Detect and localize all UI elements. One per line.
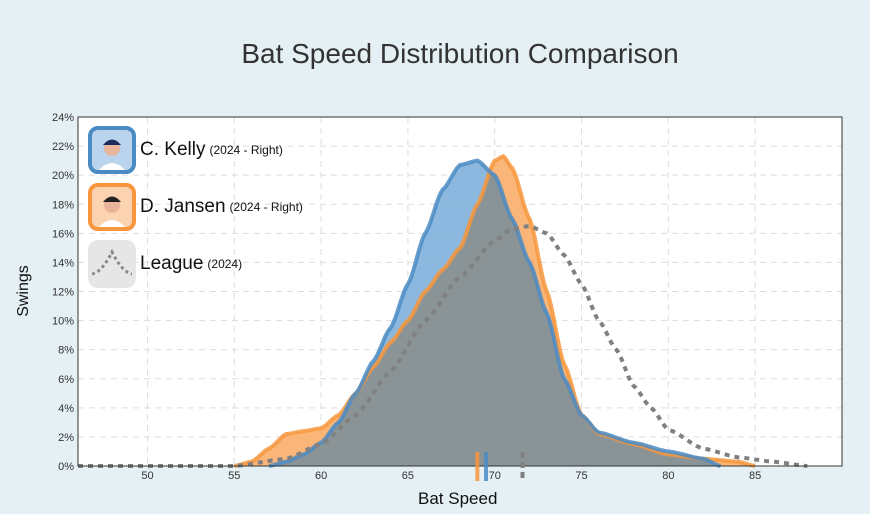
y-tick-label: 0% xyxy=(58,461,74,473)
legend-sub: (2024 - Right) xyxy=(209,143,283,157)
x-tick-label: 85 xyxy=(749,470,761,482)
legend-item-kelly[interactable]: C. Kelly (2024 - Right) xyxy=(88,126,283,174)
legend-label: D. Jansen xyxy=(140,196,226,217)
jansen-line xyxy=(233,153,756,468)
legend-item-jansen[interactable]: D. Jansen (2024 - Right) xyxy=(88,183,303,231)
player-avatar-icon xyxy=(88,183,136,231)
y-tick-label: 22% xyxy=(52,141,74,153)
player-avatar-icon xyxy=(88,126,136,174)
chart-title: Bat Speed Distribution Comparison xyxy=(241,38,679,69)
overlap-area xyxy=(78,171,842,466)
x-tick-label: 65 xyxy=(402,470,414,482)
legend-label: C. Kelly xyxy=(140,139,206,160)
y-tick-label: 10% xyxy=(52,316,74,328)
league-curve-icon xyxy=(88,240,136,288)
y-tick-label: 4% xyxy=(58,403,74,415)
legend-item-league[interactable]: League (2024) xyxy=(88,240,242,288)
kelly-line xyxy=(268,158,722,468)
legend-sub: (2024 - Right) xyxy=(229,200,303,214)
y-tick-label: 2% xyxy=(58,432,74,444)
x-tick-label: 55 xyxy=(228,470,240,482)
y-tick-label: 14% xyxy=(52,257,74,269)
legend-label: League xyxy=(140,253,204,274)
x-tick-label: 80 xyxy=(662,470,674,482)
y-tick-label: 24% xyxy=(52,112,74,124)
y-axis-label: Swings xyxy=(14,265,32,317)
y-tick-label: 20% xyxy=(52,170,74,182)
y-tick-label: 6% xyxy=(58,374,74,386)
y-tick-label: 12% xyxy=(52,287,74,299)
x-tick-label: 70 xyxy=(489,470,501,482)
y-tick-label: 18% xyxy=(52,199,74,211)
plot-border xyxy=(77,116,843,467)
x-tick-label: 75 xyxy=(575,470,587,482)
legend-sub: (2024) xyxy=(207,257,243,271)
y-tick-label: 16% xyxy=(52,228,74,240)
x-tick-label: 50 xyxy=(141,470,153,482)
y-tick-label: 8% xyxy=(58,345,74,357)
x-axis-label: Bat Speed xyxy=(418,489,498,508)
x-tick-label: 60 xyxy=(315,470,327,482)
